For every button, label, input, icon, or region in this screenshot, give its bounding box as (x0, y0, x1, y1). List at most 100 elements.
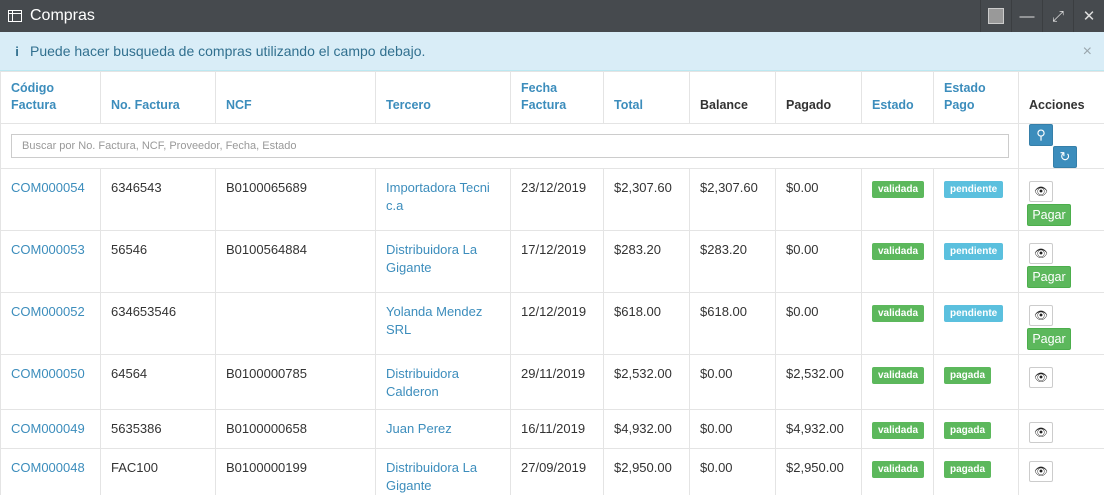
cell-estado-pago: pagada (933, 448, 1019, 495)
status-badge: validada (872, 461, 925, 478)
cell-pagado: $2,532.00 (775, 354, 862, 410)
payment-status-badge: pendiente (944, 243, 1004, 260)
view-button[interactable]: 👁 (1029, 367, 1053, 388)
cell-acciones: 👁 (1018, 354, 1104, 410)
eye-icon: 👁 (1034, 248, 1048, 260)
cell-acciones: 👁 Pagar (1018, 292, 1104, 355)
tercero-line: Distribuidora La (386, 460, 478, 475)
window-color-button[interactable] (980, 0, 1011, 32)
cell-acciones: 👁 (1018, 409, 1104, 449)
header-total[interactable]: Total (603, 71, 690, 124)
cell-balance: $618.00 (689, 292, 776, 355)
search-input[interactable] (11, 134, 1009, 158)
cell-fecha: 12/12/2019 (510, 292, 604, 355)
header-codigo-factura[interactable]: Código Factura (0, 71, 101, 124)
cell-balance: $0.00 (689, 409, 776, 449)
tercero-line: Calderon (386, 384, 439, 399)
tercero-line: Distribuidora La (386, 242, 478, 257)
cell-tercero[interactable]: Distribuidora La Gigante (375, 448, 511, 495)
cell-codigo[interactable]: COM000050 (0, 354, 101, 410)
cell-codigo[interactable]: COM000053 (0, 230, 101, 293)
cell-codigo[interactable]: COM000048 (0, 448, 101, 495)
cell-no-factura: 5635386 (100, 409, 216, 449)
close-window-button[interactable]: ✕ (1073, 0, 1104, 32)
payment-status-badge: pagada (944, 422, 992, 439)
cell-codigo[interactable]: COM000049 (0, 409, 101, 449)
cell-estado: validada (861, 409, 934, 449)
cell-estado-pago: pagada (933, 409, 1019, 449)
tercero-line: Yolanda Mendez (386, 304, 483, 319)
table-icon (8, 10, 22, 22)
table-header-row: Código Factura No. Factura NCF Tercero F… (0, 71, 1104, 124)
cell-ncf: B0100564884 (215, 230, 376, 293)
cell-total: $2,532.00 (603, 354, 690, 410)
maximize-button[interactable]: ⤢ (1042, 0, 1073, 32)
cell-balance: $283.20 (689, 230, 776, 293)
search-cell (0, 123, 1019, 169)
cell-no-factura: 634653546 (100, 292, 216, 355)
cell-estado-pago: pendiente (933, 168, 1019, 231)
pay-button[interactable]: Pagar (1027, 328, 1071, 350)
cell-pagado: $4,932.00 (775, 409, 862, 449)
cell-estado-pago: pendiente (933, 292, 1019, 355)
minimize-icon: — (1019, 7, 1035, 25)
cell-codigo[interactable]: COM000052 (0, 292, 101, 355)
cell-ncf (215, 292, 376, 355)
alert-message: Puede hacer busqueda de compras utilizan… (30, 43, 426, 59)
header-ncf[interactable]: NCF (215, 71, 376, 124)
table-row: COM000050 64564 B0100000785 Distribuidora Ca… (0, 354, 1104, 410)
cell-tercero[interactable]: Importadora Tecni c.a (375, 168, 511, 231)
cell-pagado: $2,950.00 (775, 448, 862, 495)
view-button[interactable]: 👁 (1029, 461, 1053, 482)
cell-tercero[interactable]: Yolanda Mendez SRL (375, 292, 511, 355)
eye-icon: 👁 (1034, 372, 1048, 384)
cell-tercero[interactable]: Distribuidora Calderon (375, 354, 511, 410)
search-button[interactable]: ⚲ (1029, 124, 1053, 146)
cell-fecha: 29/11/2019 (510, 354, 604, 410)
header-tercero[interactable]: Tercero (375, 71, 511, 124)
cell-codigo[interactable]: COM000054 (0, 168, 101, 231)
purchases-table: Código Factura No. Factura NCF Tercero F… (0, 71, 1104, 495)
header-acciones: Acciones (1018, 71, 1104, 124)
window-controls: — ⤢ ✕ (980, 0, 1104, 32)
header-no-factura[interactable]: No. Factura (100, 71, 216, 124)
tercero-line: Juan Perez (386, 421, 452, 436)
status-badge: validada (872, 181, 925, 198)
table-row: COM000054 6346543 B0100065689 Importadora T… (0, 168, 1104, 231)
cell-acciones: 👁 Pagar (1018, 230, 1104, 293)
cell-no-factura: 56546 (100, 230, 216, 293)
tercero-line: Gigante (386, 478, 432, 493)
window-titlebar: Compras — ⤢ ✕ (0, 0, 1104, 32)
window-title: Compras (30, 7, 95, 24)
cell-ncf: B0100000785 (215, 354, 376, 410)
payment-status-badge: pagada (944, 367, 992, 384)
cell-ncf: B0100000658 (215, 409, 376, 449)
header-estado[interactable]: Estado (861, 71, 934, 124)
tercero-line: SRL (386, 322, 412, 337)
refresh-button[interactable]: ↻ (1053, 146, 1077, 168)
view-button[interactable]: 👁 (1029, 422, 1053, 443)
view-button[interactable]: 👁 (1029, 181, 1053, 202)
cell-total: $2,307.60 (603, 168, 690, 231)
table-row: COM000053 56546 B0100564884 Distribuidora L… (0, 230, 1104, 293)
cell-tercero[interactable]: Distribuidora La Gigante (375, 230, 511, 293)
pay-button[interactable]: Pagar (1027, 204, 1071, 226)
cell-estado-pago: pagada (933, 354, 1019, 410)
expand-icon: ⤢ (1051, 7, 1064, 25)
alert-close-icon[interactable]: × (1082, 43, 1092, 60)
view-button[interactable]: 👁 (1029, 243, 1053, 264)
close-icon: ✕ (1082, 8, 1096, 25)
table-row: COM000052 634653546 Yolanda Mendez SRL 12/12… (0, 292, 1104, 355)
cell-tercero[interactable]: Juan Perez (375, 409, 511, 449)
cell-estado: validada (861, 354, 934, 410)
pay-button[interactable]: Pagar (1027, 266, 1071, 288)
cell-fecha: 17/12/2019 (510, 230, 604, 293)
table-row: COM000048 FAC100 B0100000199 Distribuidora … (0, 448, 1104, 495)
search-actions-cell: ⚲↻ (1018, 123, 1104, 169)
view-button[interactable]: 👁 (1029, 305, 1053, 326)
status-badge: validada (872, 367, 925, 384)
header-fecha-factura[interactable]: Fecha Factura (510, 71, 604, 124)
header-estado-pago[interactable]: Estado Pago (933, 71, 1019, 124)
search-row: ⚲↻ (0, 123, 1104, 169)
minimize-button[interactable]: — (1011, 0, 1042, 32)
